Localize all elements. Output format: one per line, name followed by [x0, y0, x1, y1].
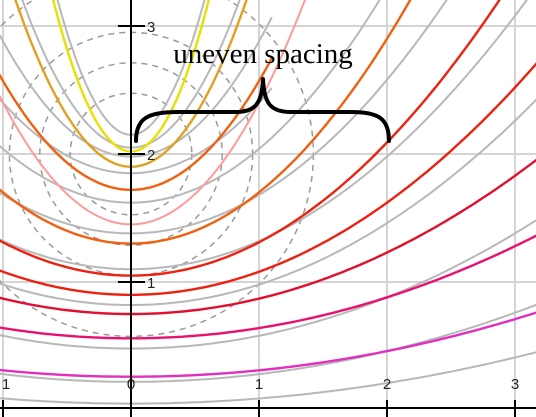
x-tick-label-0: 0 [127, 376, 135, 393]
gray-level-curve [0, 0, 448, 235]
curly-brace [134, 77, 391, 143]
gray-level-curve [0, 303, 536, 383]
annotation-label: uneven spacing [173, 38, 353, 70]
colored-level-curve [0, 62, 536, 296]
colored-level-curve [0, 0, 412, 245]
x-tick-label-neg1: 1 [2, 376, 10, 393]
gray-level-curve [0, 351, 536, 405]
x-tick-label-2: 2 [383, 376, 391, 393]
gray-level-curves [0, 0, 536, 405]
gray-valley-curve [21, 0, 241, 149]
x-tick-label-3: 3 [511, 376, 519, 393]
y-tick-label-3: 3 [147, 19, 155, 36]
y-tick-label-2: 2 [147, 147, 155, 164]
y-tick-label-1: 1 [147, 275, 155, 292]
colored-level-curve [0, 234, 536, 340]
gray-level-curve [0, 219, 536, 350]
light-pink-curve [0, 0, 306, 226]
x-tick-label-1: 1 [255, 376, 263, 393]
colored-level-curve [0, 311, 536, 378]
colored-level-curve [0, 0, 501, 277]
gray-level-curve [0, 98, 536, 306]
colored-level-curve [0, 158, 536, 316]
colored-level-curves [0, 0, 536, 378]
gray-level-curve [0, 0, 381, 204]
